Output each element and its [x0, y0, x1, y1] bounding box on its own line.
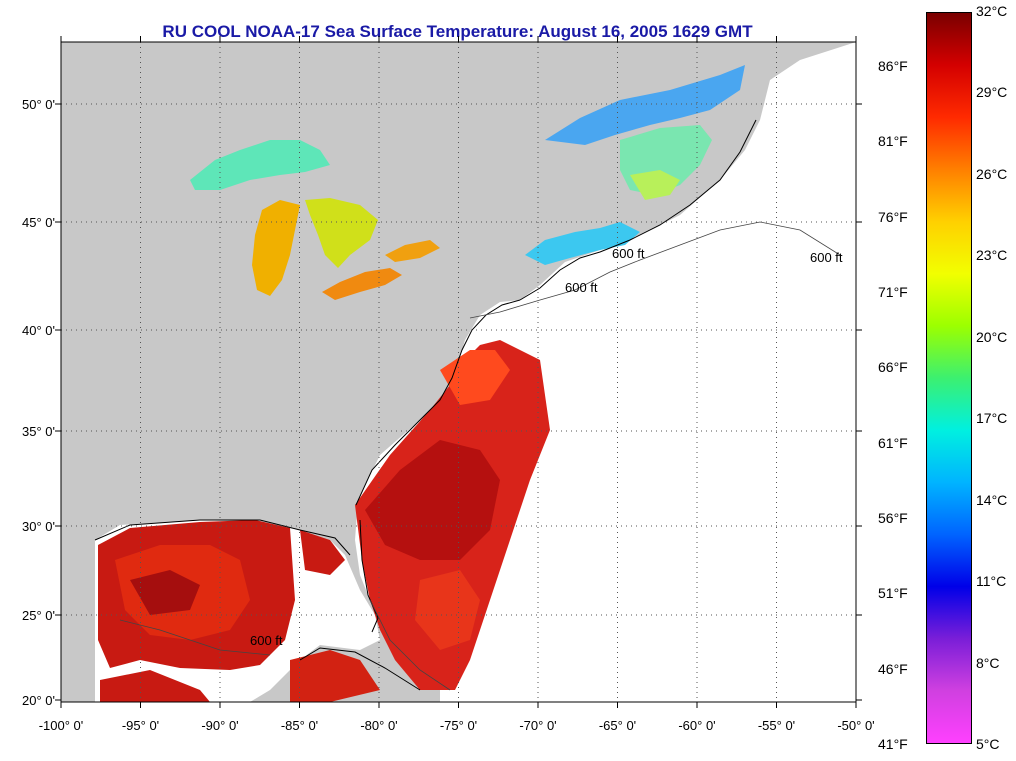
lon-tick-label: -50° 0'	[837, 718, 874, 733]
lon-tick-label: -95° 0'	[122, 718, 159, 733]
sst-atlantic	[355, 340, 550, 690]
coastlines	[94, 119, 757, 691]
colorbar-fahrenheit-label: 61°F	[878, 434, 908, 451]
colorbar-celsius-label: 20°C	[976, 328, 1008, 345]
colorbar-fahrenheit-label: 86°F	[878, 58, 908, 74]
colorbar-celsius-label: 32°C	[976, 3, 1008, 19]
isobath-label: 600 ft	[810, 250, 843, 265]
lon-tick-label: -75° 0'	[440, 718, 477, 733]
map-title: RU COOL NOAA-17 Sea Surface Temperature:…	[162, 22, 753, 41]
lon-tick-label: -60° 0'	[678, 718, 715, 733]
lake-erie	[322, 268, 402, 300]
colorbar-fahrenheit-label: 46°F	[878, 660, 908, 677]
lon-tick-label: -55° 0'	[758, 718, 795, 733]
colorbar-fahrenheit-label: 56°F	[878, 510, 908, 526]
isobaths	[119, 221, 841, 691]
lat-tick-label: 25° 0'	[22, 608, 55, 623]
isobath-label: 600 ft	[612, 246, 645, 261]
colorbar-celsius-label: 11°C	[976, 573, 1007, 590]
latitude-axis: 50° 0' 45° 0' 40° 0' 35° 0' 30° 0' 25° 0' 20° …	[22, 97, 862, 708]
lat-tick-label: 50° 0'	[22, 97, 55, 112]
isobath-label: 600 ft	[250, 633, 283, 648]
colorbar-fahrenheit-label: 66°F	[878, 359, 908, 376]
colorbar-celsius-label: 17°C	[976, 410, 1008, 427]
map-grid	[61, 42, 856, 702]
temperature-colorbar	[926, 12, 972, 744]
lat-tick-label: 35° 0'	[22, 424, 55, 439]
colorbar-celsius-label: 26°C	[976, 165, 1008, 182]
colorbar-celsius-label: 8°C	[976, 654, 1000, 671]
colorbar-fahrenheit-label: 41°F	[878, 736, 908, 752]
isobath-label: 600 ft	[565, 280, 598, 295]
lon-tick-label: -90° 0'	[201, 718, 238, 733]
colorbar-fahrenheit-label: 76°F	[878, 208, 908, 225]
colorbar-celsius-label: 29°C	[976, 84, 1008, 101]
lon-tick-label: -70° 0'	[519, 718, 556, 733]
colorbar-celsius-label: 14°C	[976, 491, 1008, 508]
lake-superior	[190, 140, 330, 190]
colorbar-fahrenheit-label: 81°F	[878, 133, 908, 150]
lake-michigan	[252, 200, 300, 296]
lake-ontario	[385, 240, 440, 262]
great-lakes	[190, 140, 440, 300]
lat-tick-label: 20° 0'	[22, 693, 55, 708]
lat-tick-label: 45° 0'	[22, 215, 55, 230]
colorbar-celsius-label: 23°C	[976, 247, 1008, 264]
sst-gulf-st-lawrence	[525, 65, 745, 265]
lon-tick-label: -80° 0'	[360, 718, 397, 733]
lon-tick-label: -65° 0'	[599, 718, 636, 733]
lon-tick-label: -85° 0'	[281, 718, 318, 733]
colorbar-fahrenheit-label: 71°F	[878, 284, 908, 300]
lat-tick-label: 40° 0'	[22, 323, 55, 338]
sst-gulf	[98, 520, 380, 702]
colorbar-celsius-label: 5°C	[976, 736, 1000, 752]
colorbar-fahrenheit-label: 51°F	[878, 585, 908, 602]
lat-tick-label: 30° 0'	[22, 519, 55, 534]
lon-tick-label: -100° 0'	[39, 718, 84, 733]
longitude-axis: -100° 0' -95° 0' -90° 0' -85° 0' -80° 0' -75°…	[39, 36, 875, 733]
lake-huron	[305, 198, 378, 268]
